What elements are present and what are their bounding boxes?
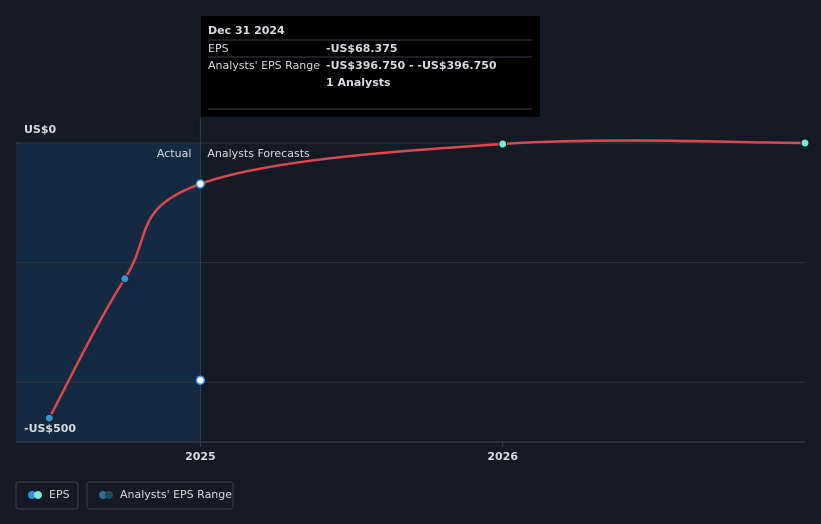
forecast-label: Analysts Forecasts bbox=[207, 147, 310, 160]
legend-item[interactable]: EPS bbox=[15, 481, 79, 510]
tooltip bbox=[201, 16, 540, 117]
legend-item[interactable]: Analysts' EPS Range bbox=[86, 481, 234, 510]
legend-label: Analysts' EPS Range bbox=[120, 488, 232, 501]
legend-swatch bbox=[99, 491, 107, 499]
actual-region bbox=[16, 143, 201, 442]
tooltip-key: EPS bbox=[208, 42, 229, 55]
eps-point bbox=[800, 138, 810, 148]
eps-point bbox=[120, 274, 130, 284]
tooltip-value: -US$396.750 - -US$396.750 bbox=[326, 59, 497, 72]
tooltip-note: 1 Analysts bbox=[326, 76, 391, 89]
legend-label: EPS bbox=[49, 488, 70, 501]
legend-box bbox=[86, 481, 234, 510]
legend-swatch bbox=[105, 491, 113, 499]
legend-swatch bbox=[28, 491, 36, 499]
actual-label: Actual bbox=[157, 147, 191, 160]
legend-swatch bbox=[34, 491, 42, 499]
x-tick-label: 2025 bbox=[185, 450, 216, 463]
tooltip-title: Dec 31 2024 bbox=[208, 24, 285, 37]
eps-point bbox=[498, 139, 508, 149]
eps-point bbox=[195, 179, 206, 189]
eps-point bbox=[44, 413, 54, 423]
x-tick-label: 2026 bbox=[487, 450, 518, 463]
eps-line bbox=[48, 139, 806, 419]
range-point bbox=[195, 375, 206, 386]
y-tick-label: -US$500 bbox=[24, 422, 76, 435]
legend-box bbox=[15, 481, 79, 510]
y-tick-label: US$0 bbox=[24, 123, 57, 136]
tooltip-value: -US$68.375 bbox=[326, 42, 398, 55]
tooltip-key: Analysts' EPS Range bbox=[208, 59, 320, 72]
